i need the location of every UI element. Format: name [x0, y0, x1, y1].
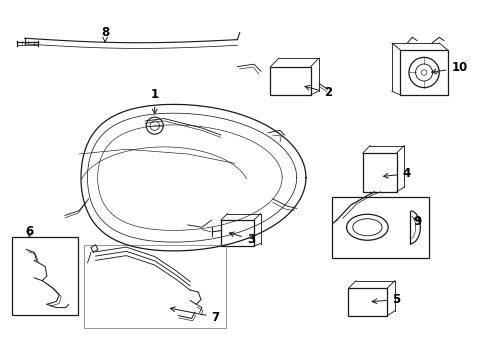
Bar [331, 197, 428, 258]
Bar [400, 50, 447, 95]
Bar [348, 288, 386, 316]
Text: 10: 10 [431, 62, 467, 75]
Bar [12, 237, 78, 315]
Text: 9: 9 [413, 215, 421, 228]
Text: 2: 2 [305, 85, 331, 99]
Text: 4: 4 [383, 167, 410, 180]
Text: 5: 5 [371, 293, 399, 306]
Text: 3: 3 [229, 232, 254, 246]
Text: 7: 7 [170, 307, 219, 324]
Bar [221, 220, 253, 246]
Text: 6: 6 [25, 225, 34, 238]
Text: 8: 8 [101, 26, 109, 42]
Text: 1: 1 [150, 89, 159, 114]
Bar [83, 245, 225, 328]
Bar [270, 67, 310, 95]
Bar [362, 153, 396, 192]
